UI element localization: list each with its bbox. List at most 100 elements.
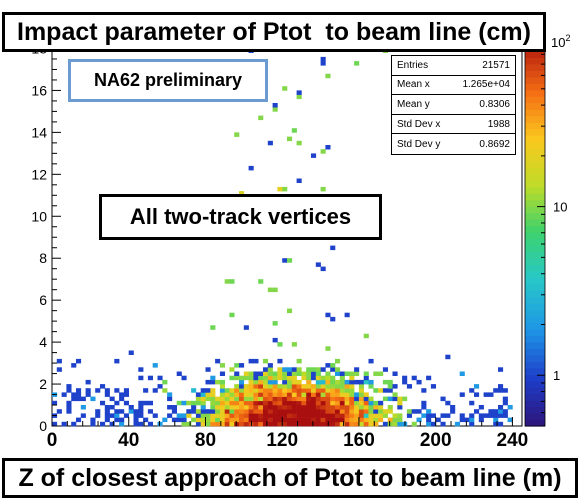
heatmap-cell — [282, 400, 288, 406]
heatmap-cell — [287, 417, 293, 423]
heatmap-cell — [296, 140, 302, 146]
heatmap-cell — [287, 413, 293, 418]
heatmap-cell — [469, 388, 475, 393]
heatmap-cell — [109, 396, 115, 402]
heatmap-cell — [263, 379, 269, 385]
heatmap-cell — [291, 409, 297, 414]
palette-step — [525, 316, 545, 324]
heatmap-cell — [229, 409, 235, 414]
heatmap-cell — [234, 392, 240, 397]
heatmap-cell — [282, 409, 288, 414]
heatmap-cell — [320, 384, 326, 389]
heatmap-cell — [171, 409, 177, 414]
heatmap-cell — [320, 417, 326, 423]
palette-step — [525, 322, 545, 330]
heatmap-cell — [416, 409, 422, 414]
heatmap-cell — [349, 400, 355, 406]
heatmap-cell — [258, 413, 264, 418]
heatmap-cell — [474, 384, 480, 389]
heatmap-cell — [219, 363, 225, 368]
heatmap-cell — [195, 400, 201, 406]
heatmap-cell — [66, 400, 72, 406]
heatmap-cell — [219, 405, 225, 410]
heatmap-cell — [234, 409, 240, 414]
heatmap-cell — [306, 405, 312, 410]
heatmap-cell — [320, 379, 326, 385]
heatmap-cell — [287, 405, 293, 410]
heatmap-cell — [363, 333, 369, 339]
heatmap-cell — [210, 375, 216, 381]
heatmap-cell — [320, 375, 326, 381]
heatmap-cell — [349, 417, 355, 423]
heatmap-cell — [253, 358, 259, 364]
heatmap-cell — [320, 149, 326, 154]
x-tick-label: 80 — [195, 430, 216, 451]
heatmap-cell — [363, 379, 369, 385]
y-tick-label: 2 — [39, 376, 47, 392]
heatmap-cell — [320, 186, 326, 192]
heatmap-cell — [282, 86, 288, 91]
heatmap-cell — [85, 388, 91, 393]
heatmap-cell — [291, 342, 297, 347]
heatmap-cell — [205, 409, 211, 414]
heatmap-cell — [387, 421, 393, 427]
heatmap-cell — [320, 392, 326, 397]
heatmap-cell — [311, 367, 317, 372]
heatmap-cell — [363, 375, 369, 381]
heatmap-cell — [325, 400, 331, 406]
heatmap-cell — [104, 405, 110, 410]
z-tick-label: 10 — [553, 200, 567, 215]
heatmap-cell — [114, 409, 120, 414]
heatmap-cell — [229, 367, 235, 372]
heatmap-cell — [296, 94, 302, 100]
heatmap-cell — [267, 140, 273, 146]
heatmap-cell — [100, 384, 106, 389]
heatmap-cell — [253, 375, 259, 381]
heatmap-cell — [287, 136, 293, 142]
heatmap-cell — [61, 421, 67, 427]
heatmap-cell — [507, 417, 513, 423]
heatmap-cell — [296, 417, 302, 423]
y-tick-label: 10 — [31, 208, 47, 224]
heatmap-cell — [195, 421, 201, 427]
heatmap-cell — [239, 405, 245, 410]
heatmap-cell — [330, 413, 336, 418]
heatmap-cell — [344, 388, 350, 393]
heatmap-cell — [330, 392, 336, 397]
heatmap-cell — [344, 400, 350, 406]
heatmap-cell — [301, 392, 307, 397]
heatmap-cell — [138, 400, 144, 406]
heatmap-cell — [205, 388, 211, 393]
heatmap-cell — [291, 371, 297, 376]
heatmap-cell — [335, 400, 341, 406]
heatmap-cell — [104, 388, 110, 393]
heatmap-cell — [267, 417, 273, 423]
heatmap-cell — [277, 400, 283, 406]
heatmap-cell — [210, 388, 216, 393]
heatmap-cell — [243, 405, 249, 410]
heatmap-cell — [339, 417, 345, 423]
heatmap-cell — [349, 405, 355, 410]
heatmap-cell — [440, 421, 446, 427]
heatmap-cell — [248, 413, 254, 418]
heatmap-cell — [272, 409, 278, 414]
heatmap-cell — [200, 396, 206, 402]
heatmap-cell — [114, 400, 120, 406]
palette-step — [525, 270, 545, 278]
heatmap-cell — [488, 409, 494, 414]
heatmap-cell — [459, 371, 465, 376]
heatmap-cell — [219, 371, 225, 376]
heatmap-cell — [234, 388, 240, 393]
heatmap-cell — [368, 400, 374, 406]
heatmap-cell — [258, 384, 264, 389]
heatmap-cell — [315, 388, 321, 393]
heatmap-cell — [402, 375, 408, 381]
heatmap-cell — [181, 400, 187, 406]
heatmap-cell — [498, 405, 504, 410]
heatmap-cell — [344, 417, 350, 423]
heatmap-cell — [282, 417, 288, 423]
heatmap-cell — [277, 186, 283, 192]
heatmap-cell — [205, 379, 211, 385]
heatmap-cell — [186, 400, 192, 406]
heatmap-cell — [358, 421, 364, 427]
